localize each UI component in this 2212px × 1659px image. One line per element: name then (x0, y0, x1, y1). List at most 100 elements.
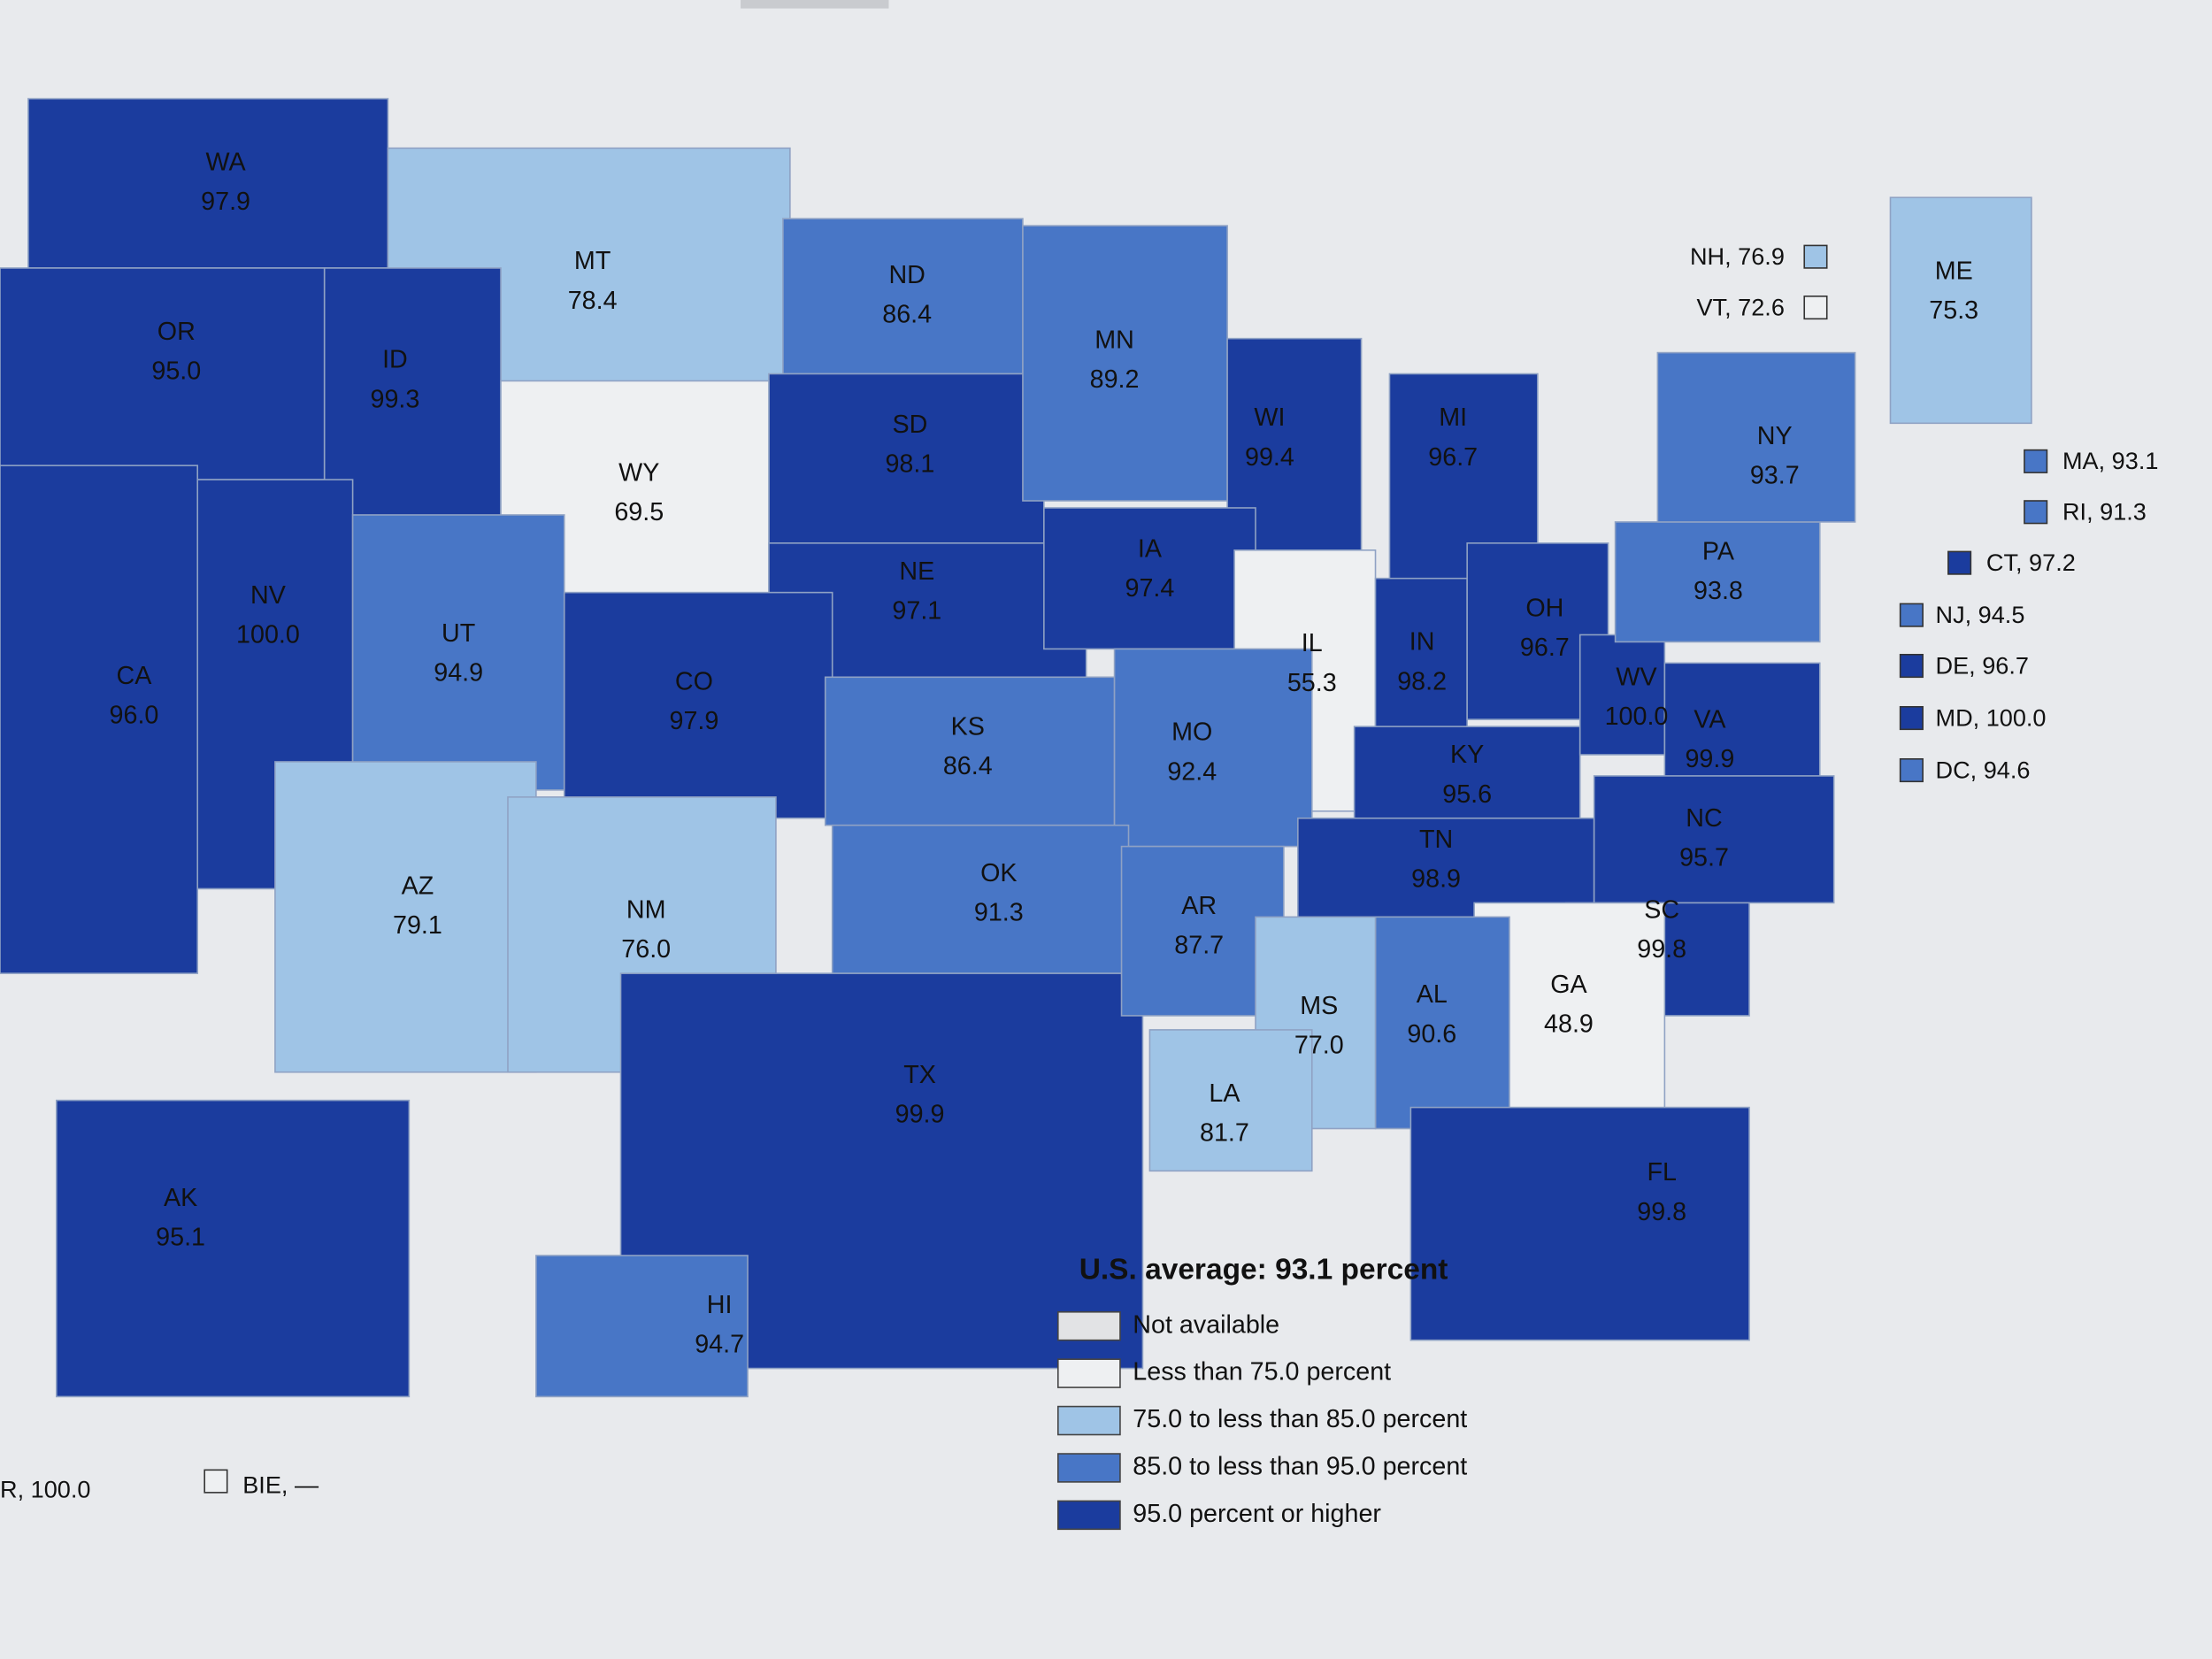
state-value: 99.3 (371, 385, 420, 413)
state-value: 100.0 (236, 621, 300, 649)
callout-swatch (1899, 757, 1924, 783)
state-name: IL (1302, 629, 1323, 657)
state-shape (0, 465, 199, 974)
state-value: 99.9 (895, 1101, 945, 1129)
state-shape (768, 373, 1045, 544)
state-shape (1113, 648, 1313, 848)
state-name: SC (1644, 896, 1679, 925)
state-shape (1663, 662, 1821, 791)
state-name: WV (1616, 663, 1657, 691)
callout-swatch (2024, 449, 2048, 473)
callout-label: MD, 100.0 (1936, 703, 2047, 731)
state-name: OR (157, 318, 196, 346)
state-value: 95.0 (151, 357, 201, 385)
legend-swatch (1056, 1453, 1121, 1483)
state-name: MI (1439, 403, 1467, 432)
state-shape (831, 824, 1130, 974)
state-value: 91.3 (974, 899, 1024, 927)
state-value: 99.9 (1685, 745, 1734, 773)
state-name: VA (1694, 705, 1726, 733)
legend-title: U.S. average: 93.1 percent (1079, 1253, 1448, 1286)
state-shape (500, 380, 770, 608)
state-name: FL (1647, 1158, 1676, 1187)
state-shape (1353, 726, 1581, 826)
state-name: HI (707, 1291, 733, 1319)
legend-swatch (1056, 1405, 1121, 1436)
state-name: IN (1409, 628, 1435, 657)
state-shape (1022, 225, 1228, 502)
callout-label: NJ, 94.5 (1936, 601, 2025, 628)
callout-label: BIE, — (242, 1471, 319, 1499)
state-value: 79.1 (393, 911, 442, 940)
callout-label: RI, 91.3 (2062, 498, 2147, 526)
state-name: NV (250, 581, 287, 610)
state-name: SD (892, 411, 927, 439)
state-shape (1578, 634, 1666, 756)
state-value: 98.2 (1397, 667, 1447, 695)
state-name: NM (626, 896, 666, 925)
state-name: TX (903, 1061, 936, 1089)
state-value: 86.4 (882, 301, 932, 329)
state-name: OH (1525, 594, 1563, 622)
state-value: 75.3 (1929, 296, 1978, 325)
state-value: 94.7 (695, 1331, 744, 1359)
state-shape (1889, 196, 2032, 425)
state-name: KS (951, 712, 985, 741)
state-value: 76.0 (621, 935, 671, 964)
legend-swatch (1056, 1358, 1121, 1388)
state-name: NE (899, 557, 934, 586)
state-name: TN (1419, 826, 1453, 854)
state-name: NC (1686, 804, 1722, 833)
state-shape (55, 1099, 411, 1398)
state-name: AR (1181, 892, 1217, 920)
callout-swatch (1899, 653, 1924, 679)
state-value: 93.7 (1750, 461, 1800, 489)
callout-label: DE, 96.7 (1936, 651, 2029, 679)
state-name: NY (1757, 422, 1793, 450)
state-value: 86.4 (943, 752, 993, 780)
callout-label: MA, 93.1 (2062, 447, 2158, 474)
state-shape (274, 761, 537, 1073)
state-value: 96.0 (110, 702, 159, 730)
state-name: LA (1209, 1079, 1240, 1108)
state-shape (1148, 1029, 1313, 1172)
state-value: 98.9 (1411, 864, 1461, 893)
state-shape (535, 1255, 749, 1398)
state-shape (1297, 817, 1595, 918)
state-name: AZ (402, 872, 434, 900)
state-value: 99.8 (1637, 1198, 1686, 1226)
state-name: ND (888, 261, 925, 289)
callout-label: CT, 97.2 (1986, 549, 2076, 576)
state-shape (323, 267, 502, 523)
state-name: MO (1171, 718, 1212, 747)
state-value: 96.7 (1428, 443, 1478, 472)
state-name: AK (164, 1184, 197, 1212)
callout-swatch (1899, 705, 1924, 731)
callout-label: NH, 76.9 (1690, 242, 1785, 270)
state-value: 69.5 (614, 498, 664, 526)
callout-swatch (1803, 296, 1828, 320)
state-shape (824, 676, 1116, 826)
legend-label: 75.0 to less than 85.0 percent (1133, 1405, 1467, 1433)
state-value: 97.9 (201, 188, 250, 216)
state-name: CO (675, 667, 713, 695)
state-value: 95.7 (1679, 844, 1729, 872)
state-value: 81.7 (1200, 1118, 1249, 1147)
state-value: 96.7 (1520, 634, 1570, 662)
callouts: NH, 76.9 VT, 72.6 MA, 93.1 RI, 91.3 CT, 97.2… (0, 242, 2158, 1502)
states: WA 97.9 OR 95.0 MT 78.4 ID 99.3 ND 86.4 SD 98.1 MN 89… (0, 97, 2032, 1398)
state-value: 97.4 (1125, 574, 1175, 603)
state-shape (1656, 351, 1856, 523)
state-name: MT (574, 247, 611, 275)
legend-label: Less than 75.0 percent (1133, 1358, 1391, 1386)
state-name: WY (618, 458, 659, 487)
state-value: 95.6 (1442, 780, 1492, 809)
state-name: CA (117, 662, 153, 690)
state-value: 100.0 (1605, 703, 1669, 731)
callout-swatch (1803, 244, 1828, 269)
state-name: ID (382, 346, 408, 374)
state-value: 97.9 (670, 707, 719, 735)
state-value: 78.4 (568, 287, 618, 315)
state-value: 99.4 (1245, 443, 1294, 472)
